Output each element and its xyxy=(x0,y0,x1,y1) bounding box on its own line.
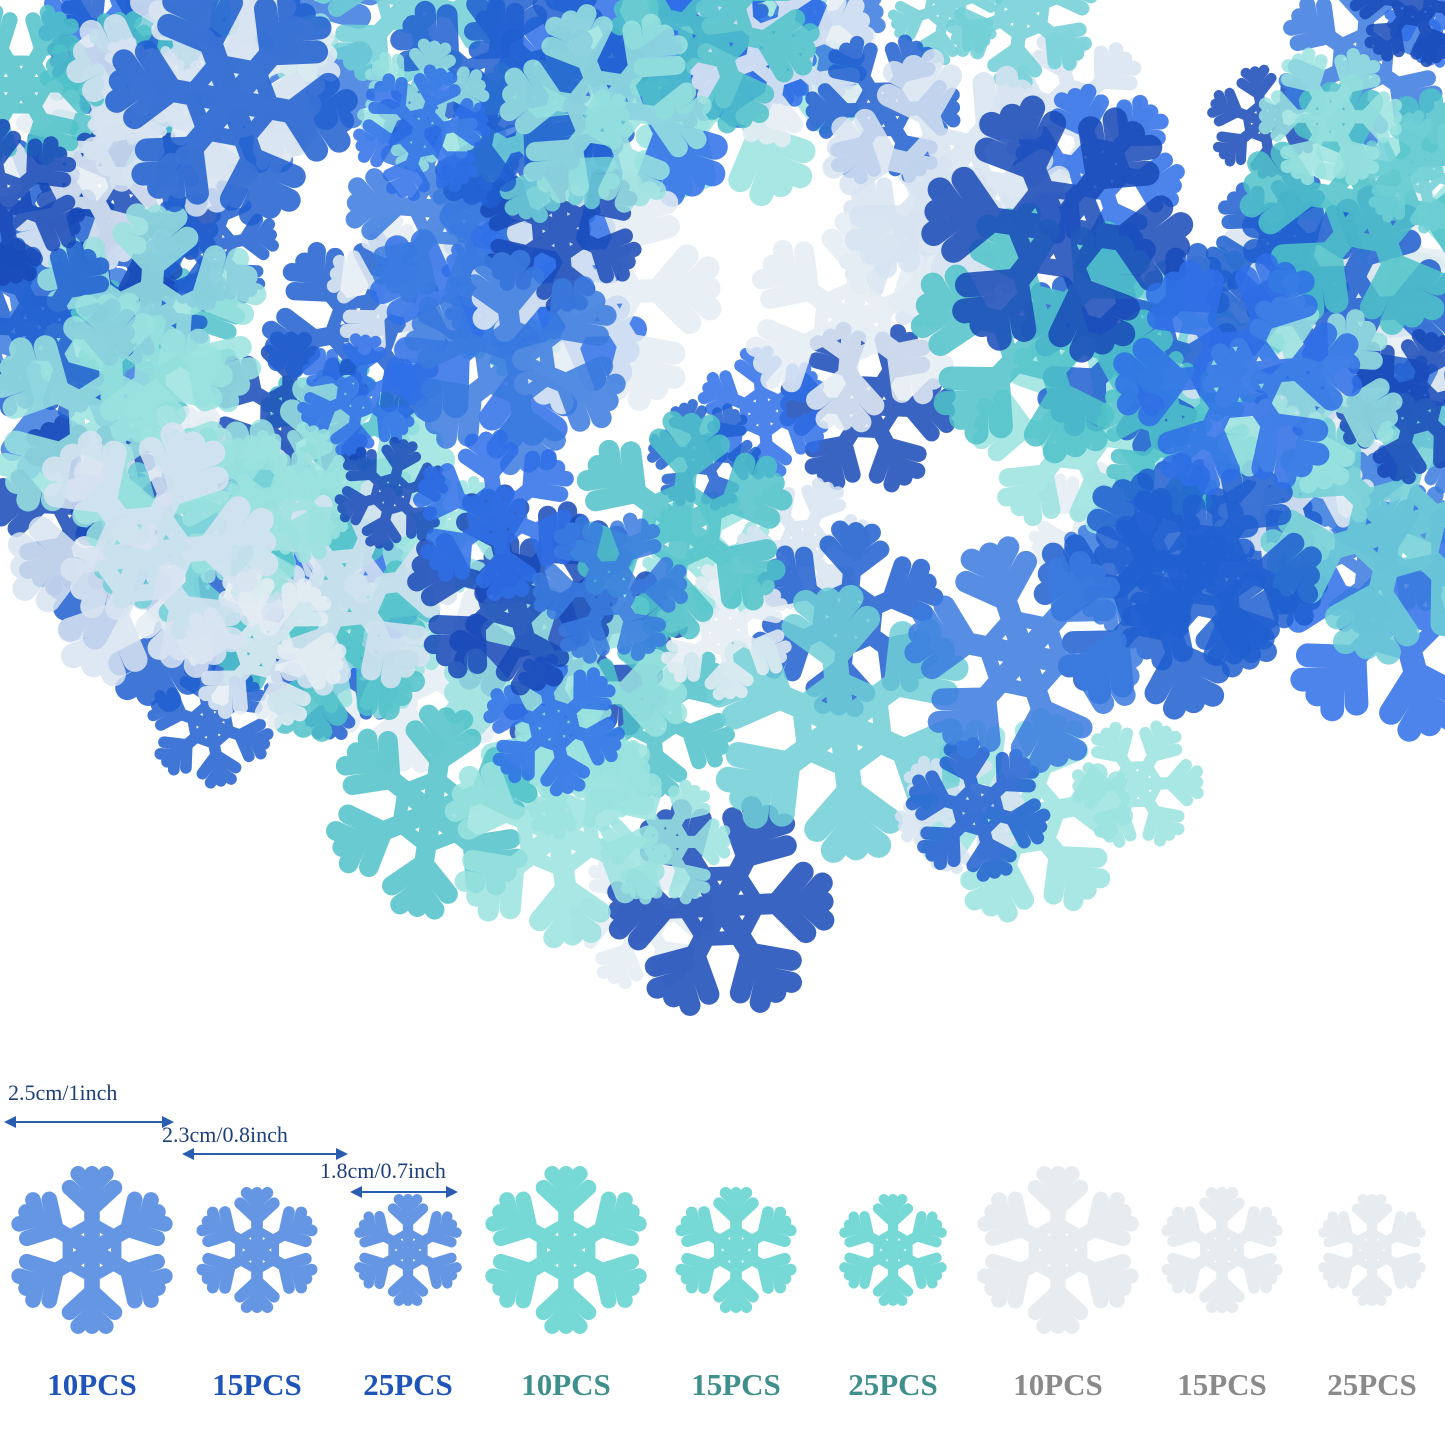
snowflake xyxy=(199,1193,315,1307)
snowflake xyxy=(842,1199,945,1301)
size-label: 2.3cm/0.8inch xyxy=(162,1122,288,1147)
snowflake xyxy=(1164,1193,1280,1307)
snowflake-pile xyxy=(0,0,1445,1045)
size-label: 1.8cm/0.7inch xyxy=(320,1158,446,1183)
count-label: 10PCS xyxy=(521,1367,611,1402)
snowflake xyxy=(981,1174,1135,1326)
count-label: 10PCS xyxy=(1013,1367,1103,1402)
size-label: 2.5cm/1inch xyxy=(8,1080,117,1105)
count-label: 25PCS xyxy=(363,1367,453,1402)
snowflake xyxy=(15,1174,169,1326)
count-label: 10PCS xyxy=(47,1367,137,1402)
count-label: 25PCS xyxy=(848,1367,938,1402)
count-label: 15PCS xyxy=(691,1367,781,1402)
count-label: 15PCS xyxy=(212,1367,302,1402)
size-row: 10PCS 15PCS 25PCS 10PCS 15PCS 25PCS 10PCS 15PCS… xyxy=(15,1174,1424,1402)
snowflake xyxy=(1321,1199,1424,1301)
snowflake xyxy=(357,1199,460,1301)
snowflake xyxy=(678,1193,794,1307)
count-label: 15PCS xyxy=(1177,1367,1267,1402)
snowflake xyxy=(489,1174,643,1326)
count-label: 25PCS xyxy=(1327,1367,1417,1402)
